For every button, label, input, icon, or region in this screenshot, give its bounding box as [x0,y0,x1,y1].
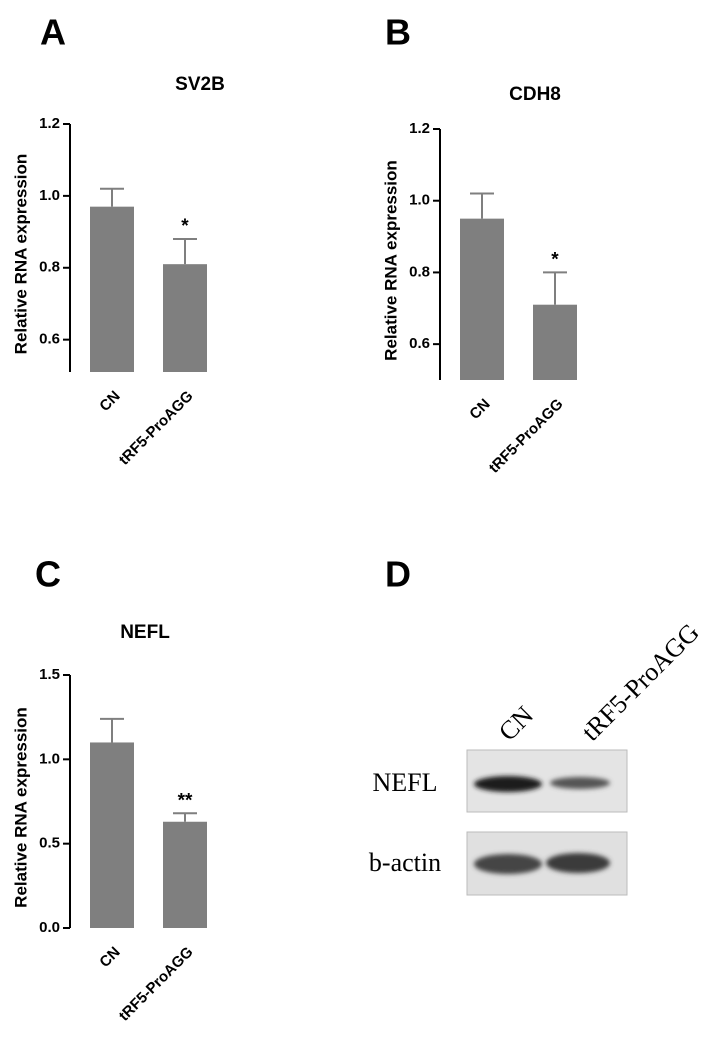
y-tick-label: 0.8 [39,259,60,276]
panel-letter: A [40,12,66,53]
chart-title: SV2B [175,74,225,95]
panel-letter: D [385,554,411,595]
bar [90,742,134,928]
y-tick-label: 1.2 [39,115,60,132]
bar [163,821,207,928]
bar [533,304,577,380]
blot-band [550,777,610,789]
y-tick-label: 0.0 [39,919,60,936]
y-axis-title: Relative RNA expression [11,154,30,355]
panel-letter: C [35,554,61,595]
blot-band [474,854,542,874]
y-tick-label: 1.0 [409,192,430,209]
y-tick-label: 0.8 [409,263,430,280]
bar [163,264,207,372]
chart-title: CDH8 [509,84,561,105]
y-tick-label: 1.0 [39,750,60,767]
significance: * [181,216,189,237]
y-tick-label: 0.6 [39,331,60,348]
y-tick-label: 0.5 [39,835,60,852]
blot-image [466,749,628,896]
y-tick-label: 1.2 [409,120,430,137]
bar [90,206,134,372]
y-tick-label: 1.5 [39,666,60,683]
y-axis-title: Relative RNA expression [11,707,30,908]
chart-title: NEFL [120,622,170,643]
y-tick-label: 0.6 [409,335,430,352]
y-axis-title: Relative RNA expression [381,160,400,361]
blot-band [546,853,610,873]
blot-band [474,776,542,792]
bar [460,218,504,380]
panel-letter: B [385,12,411,53]
significance: ** [178,790,193,811]
blot-row-label: NEFL [373,768,438,797]
blot-row-label: b-actin [369,848,441,877]
significance: * [551,249,559,270]
y-tick-label: 1.0 [39,187,60,204]
